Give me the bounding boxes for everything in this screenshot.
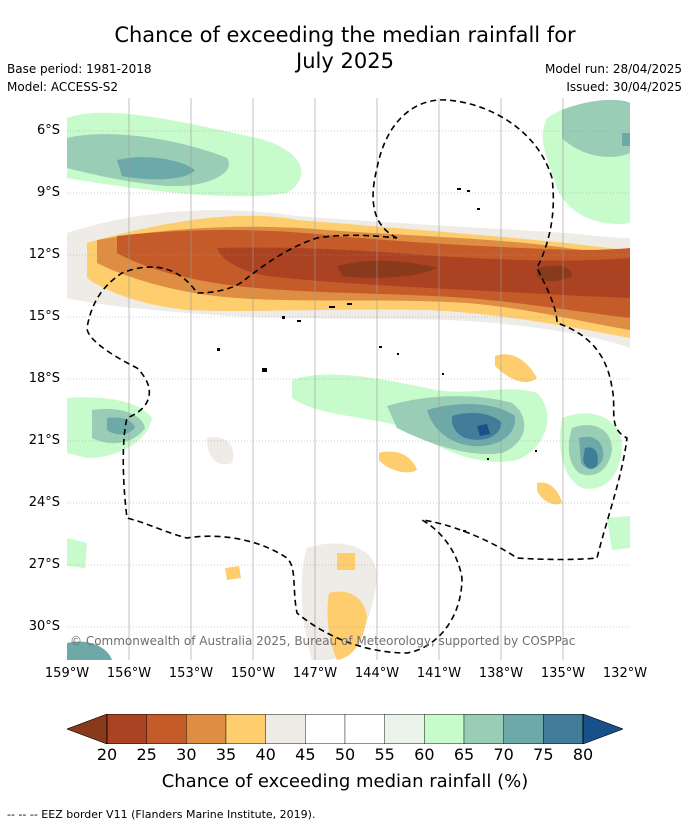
contour-70-nw [117, 157, 195, 180]
lat-label-9s: 9°S [36, 185, 60, 200]
colorbar-cell [463, 714, 504, 744]
contour-20-core [337, 260, 437, 278]
colorbar-cell [225, 714, 266, 744]
lat-label-21s: 21°S [28, 433, 60, 448]
contour-65-sw-corner [67, 641, 112, 660]
lat-label-18s: 18°S [28, 371, 60, 386]
title-line-2: July 2025 [296, 49, 394, 73]
contour-75-east [583, 447, 598, 469]
colorbar-tick-label: 65 [453, 745, 475, 764]
lon-label-135w: 135°W [540, 666, 586, 681]
contour-70-ne [622, 133, 630, 146]
colorbar-cell [384, 714, 425, 744]
lon-label-150w: 150°W [230, 666, 276, 681]
rainfall-probability-map [67, 98, 630, 660]
contour-45-patch-w [207, 437, 234, 465]
lat-label-24s: 24°S [28, 495, 60, 510]
contour-60-se [607, 516, 630, 550]
colorbar-cell [106, 714, 147, 744]
issued-date: Issued: 30/04/2025 [566, 80, 682, 94]
contour-65-ne [562, 99, 630, 158]
colorbar-title: Chance of exceeding median rainfall (%) [161, 771, 529, 792]
grid-lines [67, 98, 630, 660]
contour-60-sw [67, 538, 87, 568]
model-info: Base period: 1981-2018 Model: ACCESS-S2 [7, 60, 152, 96]
colorbar-tick-label: 25 [136, 745, 157, 764]
colorbar-tick-label: 40 [255, 745, 276, 764]
contour-80-central [477, 424, 490, 436]
colorbar-frame [106, 714, 584, 744]
lon-label-138w: 138°W [478, 666, 524, 681]
base-period: Base period: 1981-2018 [7, 62, 152, 76]
colorbar-cell [543, 714, 584, 744]
contour-40-patch-s4 [225, 566, 241, 580]
colorbar-tick-label: 35 [215, 745, 237, 764]
islands [217, 188, 537, 532]
colorbar-under-arrow [67, 714, 108, 744]
colorbar-cell [344, 714, 385, 744]
colorbar-over-arrow [582, 714, 623, 744]
lon-label-156w: 156°W [106, 666, 152, 681]
lat-label-15s: 15°S [28, 309, 60, 324]
contour-40-patch-1 [379, 451, 417, 473]
lat-label-6s: 6°S [36, 123, 60, 138]
lon-label-147w: 147°W [292, 666, 338, 681]
contour-40-patch-3 [537, 482, 562, 505]
colorbar-tick-label: 75 [533, 745, 554, 764]
contour-40-patch-s2 [327, 591, 367, 660]
contour-70-west [107, 417, 135, 435]
lat-label-12s: 12°S [28, 247, 60, 262]
colorbar-tick-label: 70 [493, 745, 514, 764]
run-info: Model run: 28/04/2025 Issued: 30/04/2025 [545, 60, 682, 96]
map-title: Chance of exceeding the median rainfall … [0, 22, 690, 74]
copyright-notice: © Commonwealth of Australia 2025, Bureau… [70, 634, 576, 648]
lat-label-30s: 30°S [28, 619, 60, 634]
model-run: Model run: 28/04/2025 [544, 62, 682, 76]
lon-label-132w: 132°W [602, 666, 648, 681]
colorbar-cell [146, 714, 187, 744]
colorbar-tick-label: 50 [334, 745, 356, 764]
colorbar-cell [265, 714, 306, 744]
colorbar [67, 714, 623, 744]
colorbar-tick-label: 45 [295, 745, 316, 764]
colorbar-cell [305, 714, 346, 744]
colorbar-tick-label: 60 [414, 745, 435, 764]
colorbar-tick-label: 20 [96, 745, 118, 764]
contour-40-patch-s3 [337, 553, 355, 570]
colorbar-cell [424, 714, 465, 744]
title-line-1: Chance of exceeding the median rainfall … [114, 23, 576, 47]
eez-footnote: -- -- -- EEZ border V11 (Flanders Marine… [7, 808, 316, 821]
colorbar-cell [503, 714, 544, 744]
lon-label-153w: 153°W [168, 666, 214, 681]
lat-label-27s: 27°S [28, 557, 60, 572]
eez-kiribati-line-islands [86, 99, 628, 654]
model-name: Model: ACCESS-S2 [7, 80, 119, 94]
colorbar-tick-label: 30 [176, 745, 197, 764]
contour-40-patch-2 [495, 354, 537, 383]
lon-label-141w: 141°W [416, 666, 462, 681]
colorbar-cell [186, 714, 227, 744]
lon-label-144w: 144°W [354, 666, 400, 681]
colorbar-cells [106, 714, 584, 744]
colorbar-tick-label: 80 [572, 745, 594, 764]
lon-label-159w: 159°W [44, 666, 90, 681]
colorbar-tick-label: 55 [374, 745, 395, 764]
eez-borders [86, 99, 628, 654]
